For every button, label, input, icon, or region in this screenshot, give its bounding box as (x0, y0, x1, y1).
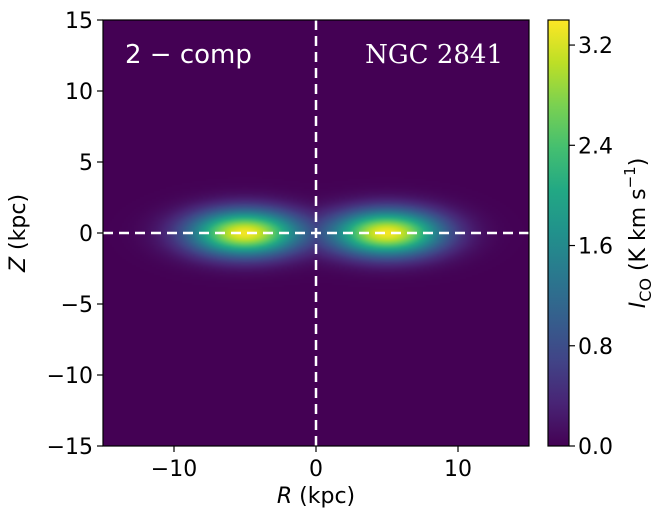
colorbar-tick-label: 0.0 (578, 435, 613, 460)
annotation-2-comp: 2 − comp (125, 40, 252, 70)
plot-area: 2 − comp NGC 2841 (102, 19, 530, 447)
y-tick-label: 5 (79, 151, 93, 176)
colorbar-label-sup: −1 (621, 166, 639, 188)
y-axis-label: Z (kpc) (6, 194, 31, 273)
colorbar-label-close: ) (626, 158, 651, 167)
y-axis-label-var: Z (6, 256, 31, 273)
colorbar-gradient (548, 20, 569, 446)
colorbar-frame (547, 19, 570, 447)
x-axis-label-unit: (kpc) (292, 484, 355, 509)
x-axis: −10 0 10 (151, 446, 472, 482)
x-tick-label: 0 (309, 457, 323, 482)
x-axis-label: R (kpc) (277, 484, 355, 509)
y-tick-label: 0 (79, 222, 93, 247)
colorbar-label-sub: CO (636, 278, 655, 302)
x-tick-label: −10 (151, 457, 197, 482)
y-tick-label: −5 (61, 293, 93, 318)
colorbar-label-var: I (626, 302, 651, 309)
colorbar-ticks: 0.0 0.8 1.6 2.4 3.2 (569, 34, 613, 460)
y-tick-label: 15 (65, 9, 93, 34)
x-axis-label-var: R (277, 484, 292, 509)
y-axis: −15 −10 −5 0 5 10 15 (47, 9, 103, 460)
y-tick-label: −10 (47, 364, 93, 389)
colorbar-tick-label: 2.4 (578, 134, 613, 159)
y-tick-label: 10 (65, 80, 93, 105)
y-tick-label: −15 (47, 435, 93, 460)
y-axis-label-unit: (kpc) (6, 194, 31, 257)
colorbar-label-unit: (K km s (626, 188, 651, 278)
colorbar: 0.0 0.8 1.6 2.4 3.2 ICO (K km s−1) (547, 19, 655, 460)
x-tick-label: 10 (444, 457, 472, 482)
annotation-galaxy-name: NGC 2841 (365, 40, 503, 70)
colorbar-tick-label: 0.8 (578, 335, 613, 360)
colorbar-tick-label: 1.6 (578, 235, 613, 260)
colorbar-label: ICO (K km s−1) (621, 158, 655, 309)
colorbar-tick-label: 3.2 (578, 34, 613, 59)
